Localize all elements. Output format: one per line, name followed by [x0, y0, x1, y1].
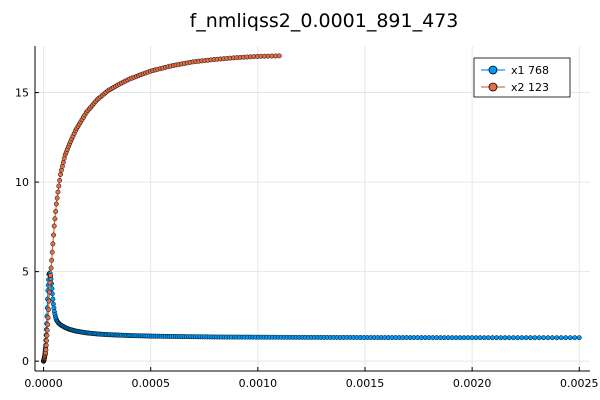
data-point	[477, 335, 483, 341]
data-point	[51, 223, 57, 229]
data-point	[567, 335, 573, 341]
data-point	[59, 163, 65, 169]
data-point	[485, 335, 491, 341]
data-point	[50, 241, 56, 247]
data-point	[469, 335, 475, 341]
legend-box	[473, 57, 571, 98]
y-tick-label: 0	[22, 355, 29, 368]
data-point	[461, 335, 467, 341]
data-point	[48, 265, 54, 271]
data-point	[44, 333, 50, 339]
data-point	[49, 257, 55, 263]
plot-area	[41, 53, 582, 364]
data-point	[558, 335, 564, 341]
data-point	[51, 232, 56, 238]
data-point	[47, 289, 52, 295]
data-point	[58, 172, 63, 177]
data-point	[528, 335, 533, 341]
data-point	[50, 296, 56, 302]
data-point	[532, 335, 538, 341]
data-point	[510, 335, 516, 341]
data-point	[47, 280, 53, 286]
data-point	[55, 189, 61, 195]
data-point	[572, 335, 578, 341]
legend-label-x1: x1 768	[511, 64, 549, 77]
tick-labels: 0.0000 0.0005 0.0010 0.0015 0.0020 0.0025 0 5 10…	[15, 87, 599, 390]
data-point	[465, 335, 471, 341]
data-point	[541, 335, 547, 341]
x-tick-label: 0.0025	[560, 377, 599, 390]
data-point	[48, 273, 53, 278]
data-point	[494, 335, 500, 341]
legend-marker-x1	[488, 65, 498, 75]
data-point	[52, 216, 58, 222]
data-point	[57, 177, 63, 183]
data-point	[53, 209, 59, 214]
data-point	[545, 335, 551, 341]
data-point	[481, 335, 487, 341]
data-point	[523, 335, 529, 341]
y-tick-label: 15	[15, 87, 29, 100]
data-point	[554, 335, 560, 341]
data-point	[43, 342, 49, 348]
y-tick-label: 10	[15, 176, 29, 189]
data-point	[576, 335, 582, 341]
data-point	[563, 335, 569, 341]
data-point	[473, 335, 479, 341]
data-point	[276, 53, 282, 59]
data-point	[56, 183, 62, 189]
series-2	[41, 53, 282, 364]
x-tick-label: 0.0020	[453, 377, 492, 390]
chart-title: f_nmliqss2_0.0001_891_473	[190, 10, 459, 32]
data-point	[506, 335, 512, 341]
y-tick-label: 5	[22, 266, 29, 279]
data-point	[46, 307, 51, 313]
legend: x1 768 x2 123	[473, 57, 571, 98]
data-point	[53, 201, 59, 207]
data-point	[515, 335, 521, 341]
data-point	[44, 327, 50, 333]
data-point	[45, 315, 51, 321]
data-point	[49, 249, 55, 255]
x-tick-label: 0.0010	[239, 377, 278, 390]
data-point	[46, 298, 52, 304]
data-point	[549, 335, 555, 341]
data-point	[502, 335, 508, 341]
data-point	[45, 322, 51, 328]
data-point	[60, 159, 66, 165]
data-point	[498, 335, 504, 341]
data-point	[490, 335, 495, 341]
legend-marker-x2	[488, 82, 498, 92]
data-point	[519, 335, 525, 341]
data-point	[43, 347, 49, 353]
x-tick-label: 0.0000	[24, 377, 63, 390]
legend-label-x2: x2 123	[511, 81, 549, 94]
x-tick-label: 0.0015	[346, 377, 385, 390]
data-point	[536, 335, 542, 341]
x-tick-label: 0.0005	[131, 377, 170, 390]
axes	[34, 46, 590, 372]
data-point	[54, 195, 60, 201]
data-point	[44, 338, 49, 344]
